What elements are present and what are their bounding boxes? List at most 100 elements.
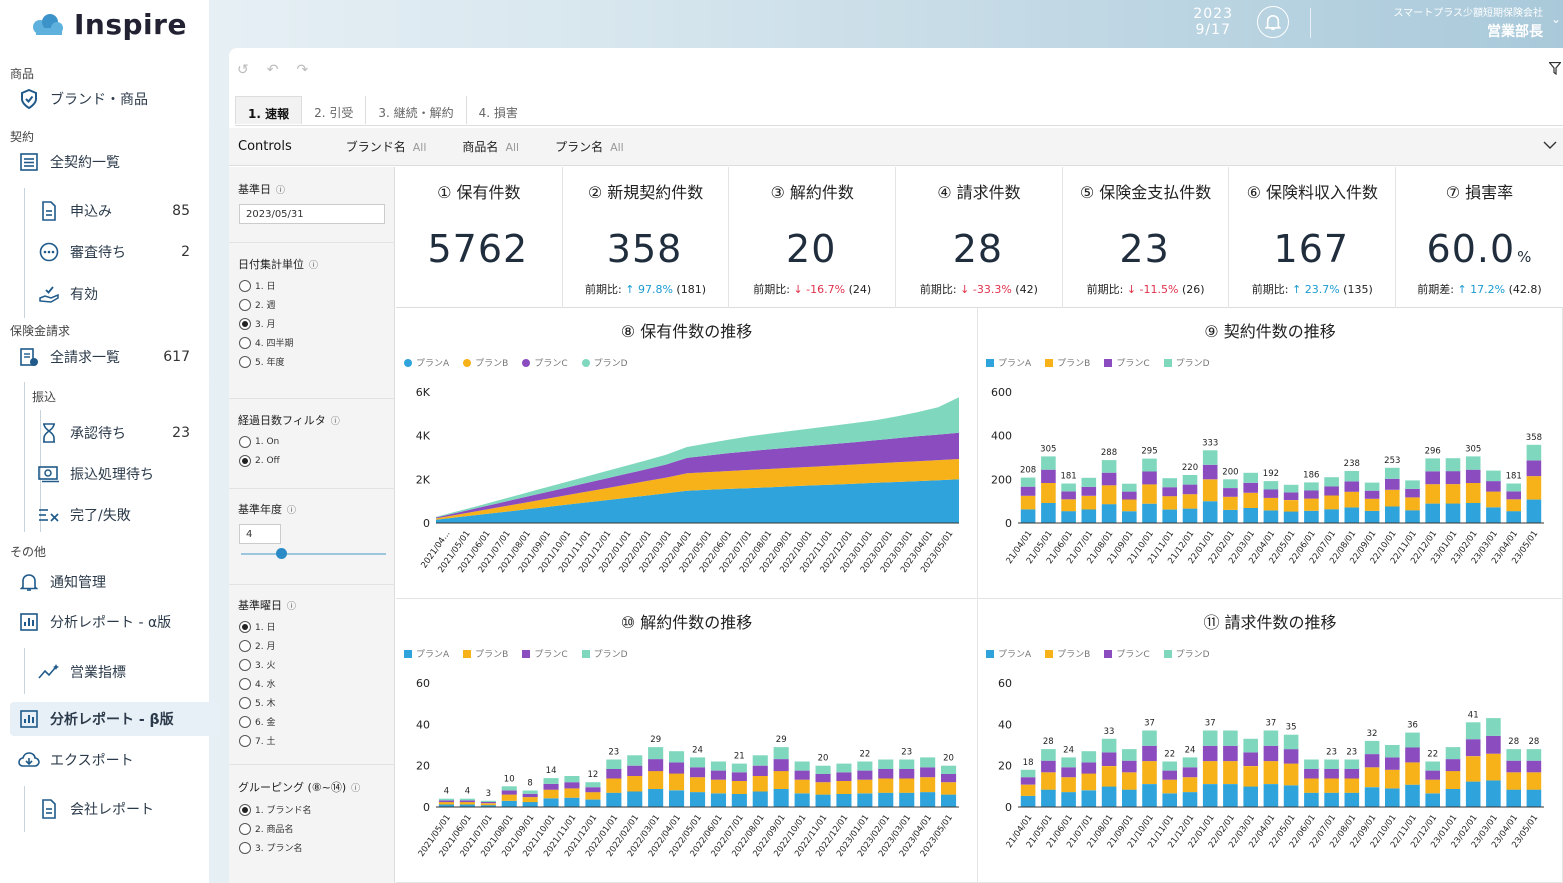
date-unit-option[interactable]: 1. 日 <box>239 279 275 292</box>
bar-segment[interactable] <box>1061 792 1076 807</box>
bar-segment[interactable] <box>1223 730 1238 746</box>
bar-segment[interactable] <box>438 802 454 805</box>
bar-segment[interactable] <box>1041 789 1056 807</box>
bar-segment[interactable] <box>1101 485 1117 505</box>
nav-valid[interactable]: 有効 <box>38 277 190 311</box>
base-year-slider-handle[interactable] <box>276 548 287 559</box>
bar-segment[interactable] <box>794 793 810 807</box>
bar-segment[interactable] <box>1324 769 1339 779</box>
bar-segment[interactable] <box>1243 507 1258 523</box>
bar-segment[interactable] <box>752 791 768 808</box>
bar-segment[interactable] <box>1506 491 1521 500</box>
bar-segment[interactable] <box>752 765 768 776</box>
weekday-option[interactable]: 1. 日 <box>239 620 275 633</box>
bar-segment[interactable] <box>1304 510 1319 523</box>
chevron-down-icon[interactable] <box>1543 138 1557 152</box>
bar-segment[interactable] <box>1324 486 1339 496</box>
nav-transfer-processing[interactable]: 振込処理待ち <box>38 457 190 491</box>
grouping-option[interactable]: 2. 商品名 <box>239 822 293 835</box>
bar-segment[interactable] <box>480 800 496 802</box>
bar-segment[interactable] <box>710 793 726 807</box>
bar-segment[interactable] <box>773 771 789 789</box>
bar-segment[interactable] <box>1162 793 1177 807</box>
bar-segment[interactable] <box>1364 490 1380 499</box>
elapsed-option[interactable]: 2. Off <box>239 455 280 467</box>
bar-segment[interactable] <box>1142 458 1157 472</box>
bar-segment[interactable] <box>1445 789 1461 807</box>
bar-segment[interactable] <box>564 782 580 789</box>
bar-segment[interactable] <box>1122 483 1137 492</box>
bar-segment[interactable] <box>1081 773 1097 791</box>
bar-segment[interactable] <box>1182 777 1198 793</box>
bar-segment[interactable] <box>1344 769 1360 779</box>
area-series[interactable] <box>436 432 959 519</box>
bar-segment[interactable] <box>585 787 601 793</box>
filter-icon[interactable] <box>1548 61 1562 79</box>
bar-segment[interactable] <box>1405 732 1420 748</box>
nav-done-failed[interactable]: 完了/失敗 <box>38 498 190 532</box>
bar-segment[interactable] <box>1486 491 1501 508</box>
bar-segment[interactable] <box>1223 479 1238 488</box>
bar-segment[interactable] <box>669 762 685 774</box>
weekday-option[interactable]: 5. 木 <box>239 696 275 709</box>
bar-segment[interactable] <box>1526 760 1542 773</box>
bar-segment[interactable] <box>1425 770 1440 780</box>
bar-segment[interactable] <box>1243 492 1258 508</box>
elapsed-option[interactable]: 1. On <box>239 436 279 448</box>
bar-segment[interactable] <box>1445 471 1461 485</box>
bar-segment[interactable] <box>1526 749 1542 761</box>
bar-segment[interactable] <box>1263 784 1279 807</box>
bar-segment[interactable] <box>1122 511 1137 523</box>
bar-segment[interactable] <box>1425 484 1440 504</box>
bar-segment[interactable] <box>710 761 726 771</box>
bar-segment[interactable] <box>836 781 852 794</box>
bar-segment[interactable] <box>815 773 831 783</box>
bar-segment[interactable] <box>1465 456 1481 470</box>
bar-segment[interactable] <box>1506 749 1521 761</box>
bar-segment[interactable] <box>1162 496 1177 510</box>
bar-segment[interactable] <box>731 772 747 781</box>
bar-segment[interactable] <box>899 759 915 770</box>
bar-segment[interactable] <box>1041 469 1056 483</box>
bar-segment[interactable] <box>669 751 685 763</box>
base-year-input[interactable]: 4 <box>239 524 281 544</box>
legend-item[interactable]: プランA <box>404 647 449 660</box>
bar-segment[interactable] <box>836 763 852 773</box>
bar-segment[interactable] <box>1405 480 1420 489</box>
bar-segment[interactable] <box>1465 483 1481 503</box>
bar-segment[interactable] <box>1101 472 1117 486</box>
bar-segment[interactable] <box>1324 477 1339 487</box>
bar-segment[interactable] <box>920 792 936 807</box>
bar-segment[interactable] <box>710 770 726 780</box>
bar-segment[interactable] <box>1263 489 1279 498</box>
bar-segment[interactable] <box>941 794 957 807</box>
bar-segment[interactable] <box>1020 477 1036 487</box>
date-unit-option[interactable]: 5. 年度 <box>239 355 284 368</box>
bar-segment[interactable] <box>731 781 747 794</box>
bar-segment[interactable] <box>1445 759 1461 772</box>
bar-segment[interactable] <box>1364 787 1380 807</box>
bar-segment[interactable] <box>438 798 454 801</box>
bar-segment[interactable] <box>752 755 768 766</box>
bar-segment[interactable] <box>1223 509 1238 523</box>
bar-segment[interactable] <box>1526 772 1542 790</box>
bar-segment[interactable] <box>1385 757 1400 770</box>
bar-segment[interactable] <box>1122 499 1137 512</box>
bar-segment[interactable] <box>1081 509 1097 523</box>
bar-segment[interactable] <box>941 765 957 774</box>
legend-item[interactable]: プランC <box>522 647 568 660</box>
bar-segment[interactable] <box>1182 484 1198 495</box>
bar-segment[interactable] <box>920 777 936 793</box>
bar-segment[interactable] <box>1506 499 1521 512</box>
bar-segment[interactable] <box>1385 769 1400 789</box>
bar-segment[interactable] <box>585 799 601 807</box>
bar-segment[interactable] <box>1243 786 1258 808</box>
bar-segment[interactable] <box>1445 771 1461 789</box>
bar-segment[interactable] <box>1304 482 1319 491</box>
bar-segment[interactable] <box>606 792 622 807</box>
base-year-slider-track[interactable] <box>241 553 386 555</box>
redo-icon[interactable]: ↷ <box>296 62 309 78</box>
bar-segment[interactable] <box>1101 752 1117 766</box>
nav-notifications[interactable]: 通知管理 <box>18 565 198 599</box>
bar-segment[interactable] <box>606 769 622 779</box>
